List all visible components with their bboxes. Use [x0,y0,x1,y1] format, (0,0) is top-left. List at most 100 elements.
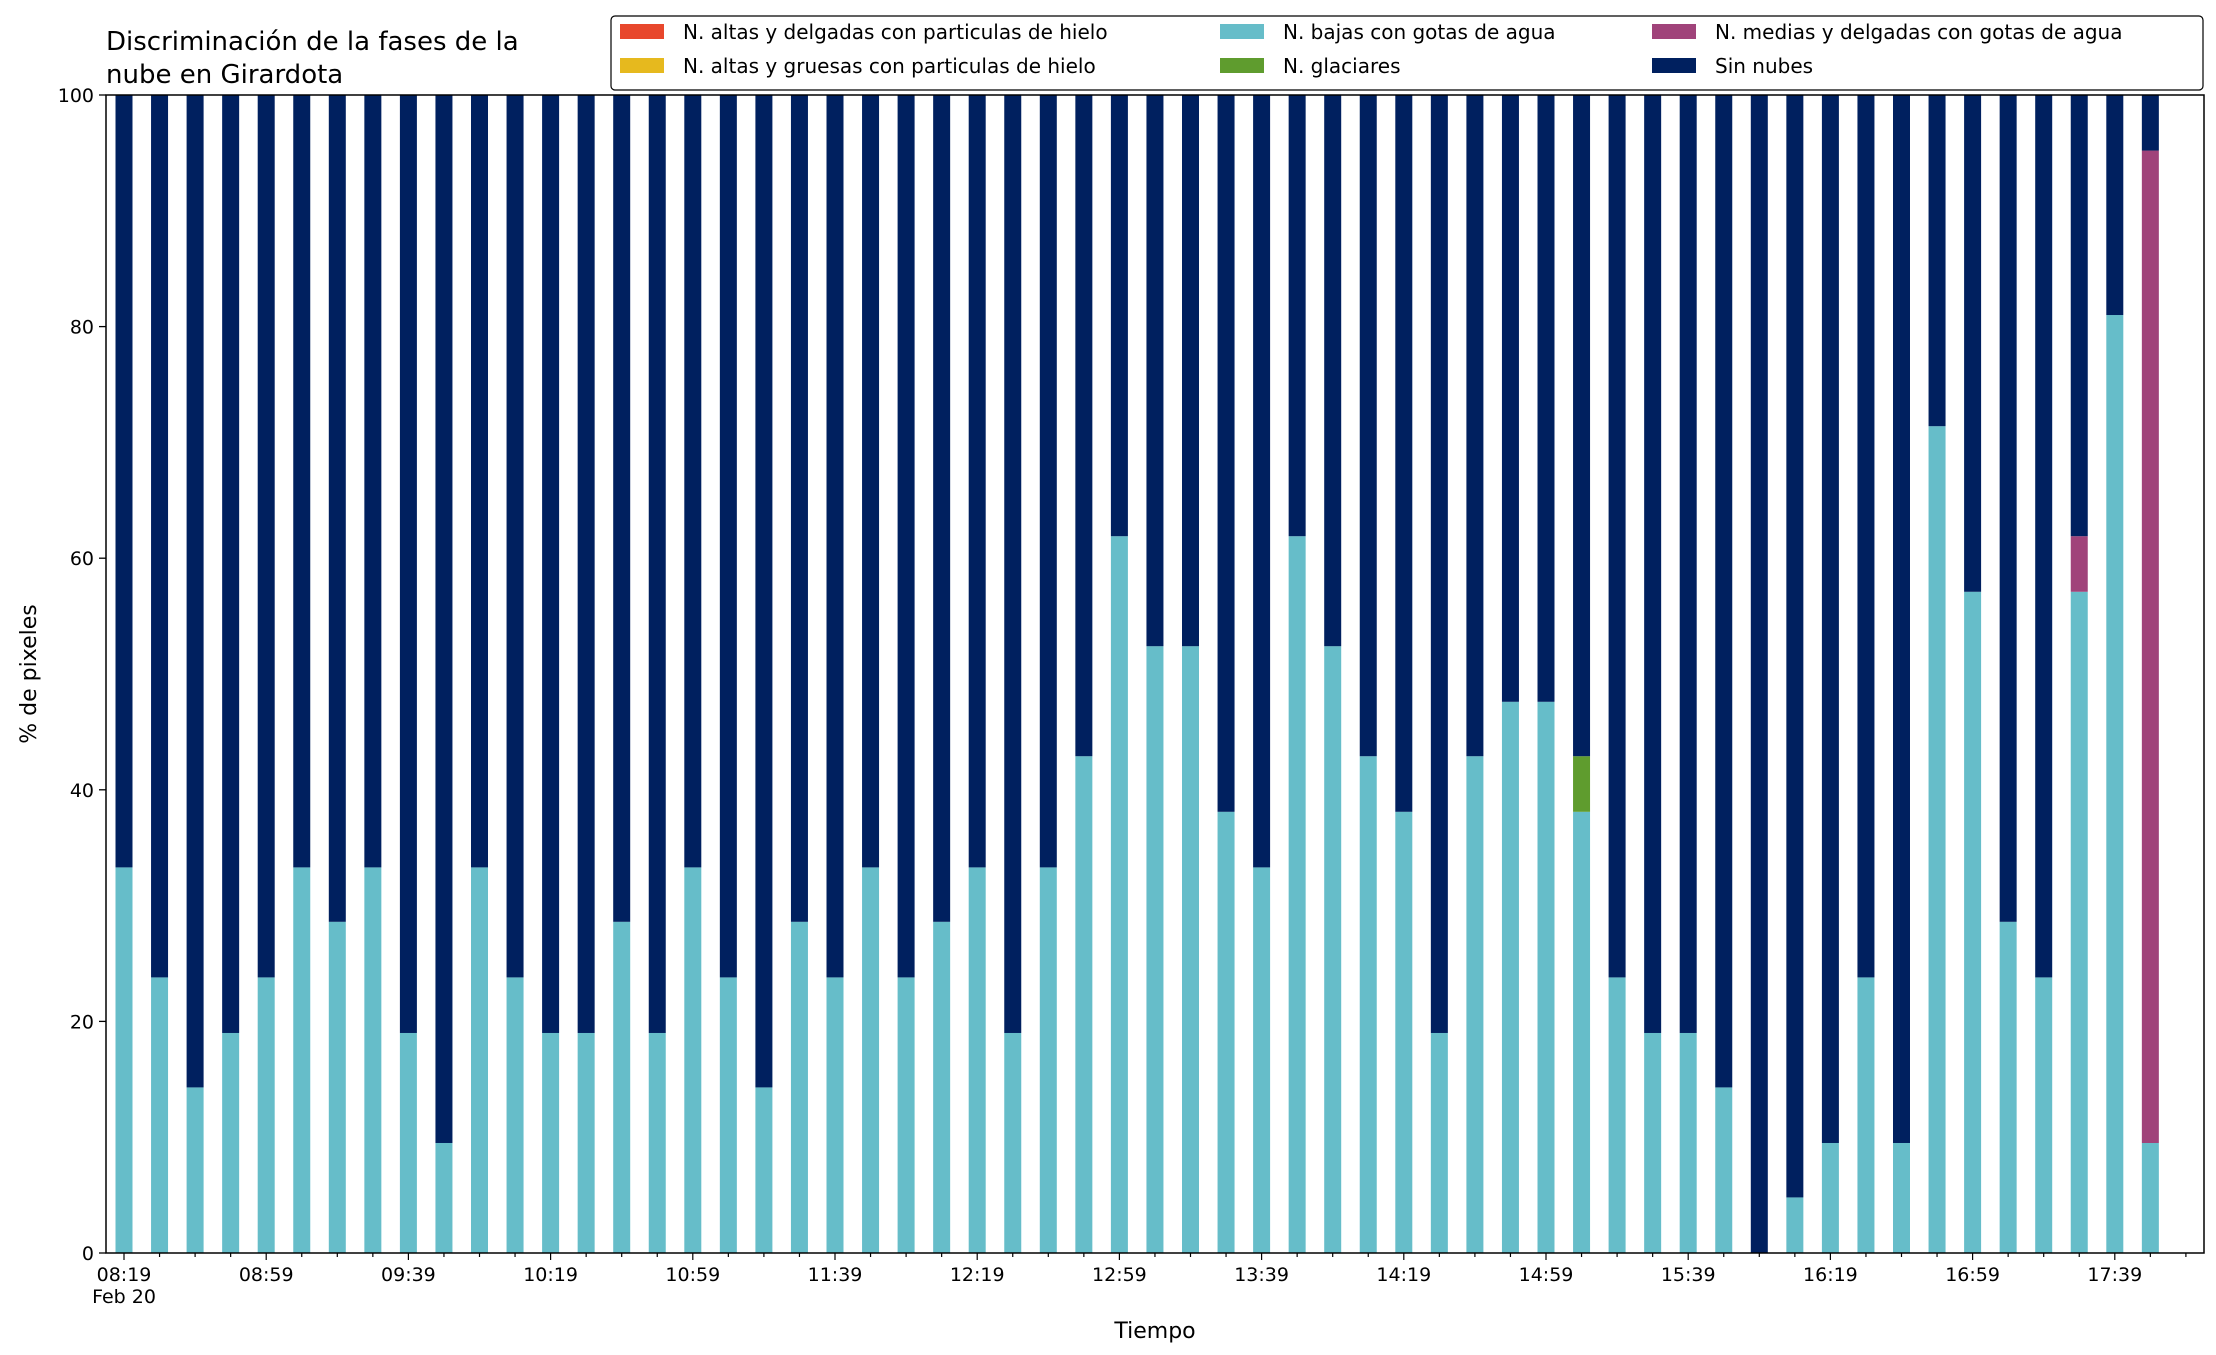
legend-swatch [1652,24,1696,39]
bar-segment-3-14 [577,1032,595,1253]
bar-segment-6-28 [1075,95,1093,757]
x-tick-label: 14:59 [1519,1264,1574,1286]
bars-group [115,95,2159,1253]
legend-label: N. glaciares [1283,54,1401,78]
x-tick-label: 10:59 [665,1264,720,1286]
bar-segment-3-43 [1608,977,1626,1253]
bar-segment-3-22 [862,867,880,1253]
bar-segment-6-42 [1573,95,1591,757]
bar-segment-6-3 [186,95,204,1088]
bar-segment-3-34 [1288,536,1306,1253]
bar-segment-3-18 [719,977,737,1253]
bar-segment-3-33 [1253,867,1271,1253]
bar-segment-6-36 [1359,95,1377,757]
bar-segment-3-17 [684,867,702,1253]
x-tick-label: 09:39 [381,1264,436,1286]
y-tick-label: 0 [82,1243,94,1265]
bar-segment-3-52 [1928,426,1946,1253]
plot-frame [105,94,2205,1254]
bar-segment-6-47 [1750,95,1768,1253]
bar-segment-3-42 [1573,811,1591,1253]
legend-label: N. altas y delgadas con particulas de hi… [683,20,1108,44]
bar-segment-6-48 [1786,95,1804,1198]
bar-segment-6-17 [684,95,702,868]
bar-segment-3-16 [648,1032,666,1253]
bar-segment-6-12 [506,95,524,978]
legend-swatch [1220,24,1264,39]
bar-segment-6-54 [1999,95,2017,922]
bar-segment-3-30 [1146,646,1164,1253]
x-axis: 08:19 08:59 09:39 10:19 10:59 11:39 12:19 12:59… [92,1253,2187,1308]
bar-segment-3-12 [506,977,524,1253]
x-tick-label: 11:39 [808,1264,863,1286]
bar-segment-6-21 [826,95,844,978]
bar-segment-3-5 [257,977,275,1253]
bar-segment-3-19 [755,1087,773,1253]
bar-segment-6-43 [1608,95,1626,978]
bar-segment-6-57 [2106,95,2124,316]
bar-segment-3-27 [1039,867,1057,1253]
y-tick-label: 80 [70,317,94,339]
bar-segment-6-7 [328,95,346,922]
bar-segment-5-58 [2141,150,2159,1143]
bar-segment-3-50 [1857,977,1875,1253]
bar-segment-6-23 [897,95,915,978]
bar-segment-6-14 [577,95,595,1033]
bar-segment-3-4 [222,1032,240,1253]
bar-segment-6-13 [542,95,560,1033]
bar-segment-3-9 [399,1032,417,1253]
bar-segment-6-16 [648,95,666,1033]
legend: N. altas y delgadas con particulas de hi… [610,15,2204,91]
bar-segment-6-51 [1893,95,1910,1143]
bar-segment-6-15 [613,95,631,922]
bar-segment-3-32 [1217,811,1235,1253]
bar-segment-6-24 [933,95,951,922]
bar-segment-3-38 [1430,1032,1448,1253]
chart-title-line-1: Discriminación de la fases de la [106,27,519,57]
bar-segment-3-29 [1110,536,1128,1253]
x-tick-label: 14:19 [1376,1264,1431,1286]
legend-label: N. medias y delgadas con gotas de agua [1715,20,2123,44]
y-tick-label: 100 [58,85,94,107]
bar-segment-3-25 [968,867,986,1253]
bar-segment-3-10 [435,1142,453,1253]
legend-swatch [1220,58,1264,73]
bar-segment-3-35 [1324,646,1342,1253]
bar-segment-6-11 [471,95,488,868]
bar-segment-6-58 [2141,95,2159,151]
x-tick-label: 12:59 [1092,1264,1147,1286]
bar-segment-3-7 [328,921,346,1253]
bar-segment-6-56 [2070,95,2088,537]
bar-segment-3-56 [2070,591,2088,1253]
bar-segment-3-41 [1537,701,1555,1253]
bar-segment-6-55 [2035,95,2053,978]
bar-segment-6-50 [1857,95,1875,978]
bar-segment-6-41 [1537,95,1555,702]
bar-segment-4-42 [1573,756,1591,812]
bar-segment-3-44 [1644,1032,1662,1253]
x-tick-label: 08:19 [97,1264,152,1286]
bar-segment-3-24 [933,921,951,1253]
bar-segment-3-23 [897,977,915,1253]
bar-segment-6-34 [1288,95,1306,537]
bar-segment-6-6 [293,95,311,868]
legend-swatch [620,58,664,73]
bar-segment-3-6 [293,867,311,1253]
bar-segment-3-13 [542,1032,560,1253]
y-axis-label: % de pixeles [17,604,42,743]
y-tick-label: 20 [70,1011,94,1033]
x-tick-label: 16:19 [1803,1264,1858,1286]
x-tick-label: 15:39 [1661,1264,1716,1286]
bar-segment-3-51 [1893,1142,1910,1253]
bar-segment-3-53 [1964,591,1982,1253]
bar-segment-6-52 [1928,95,1946,427]
x-tick-label: 17:39 [2087,1264,2142,1286]
bar-segment-3-20 [790,921,808,1253]
bar-segment-3-39 [1466,756,1484,1253]
bar-segment-6-39 [1466,95,1484,757]
chart-title-line-2: nube en Girardota [106,60,343,90]
legend-label: Sin nubes [1715,54,1813,78]
x-tick-label: 12:19 [950,1264,1005,1286]
bar-segment-6-20 [790,95,808,922]
